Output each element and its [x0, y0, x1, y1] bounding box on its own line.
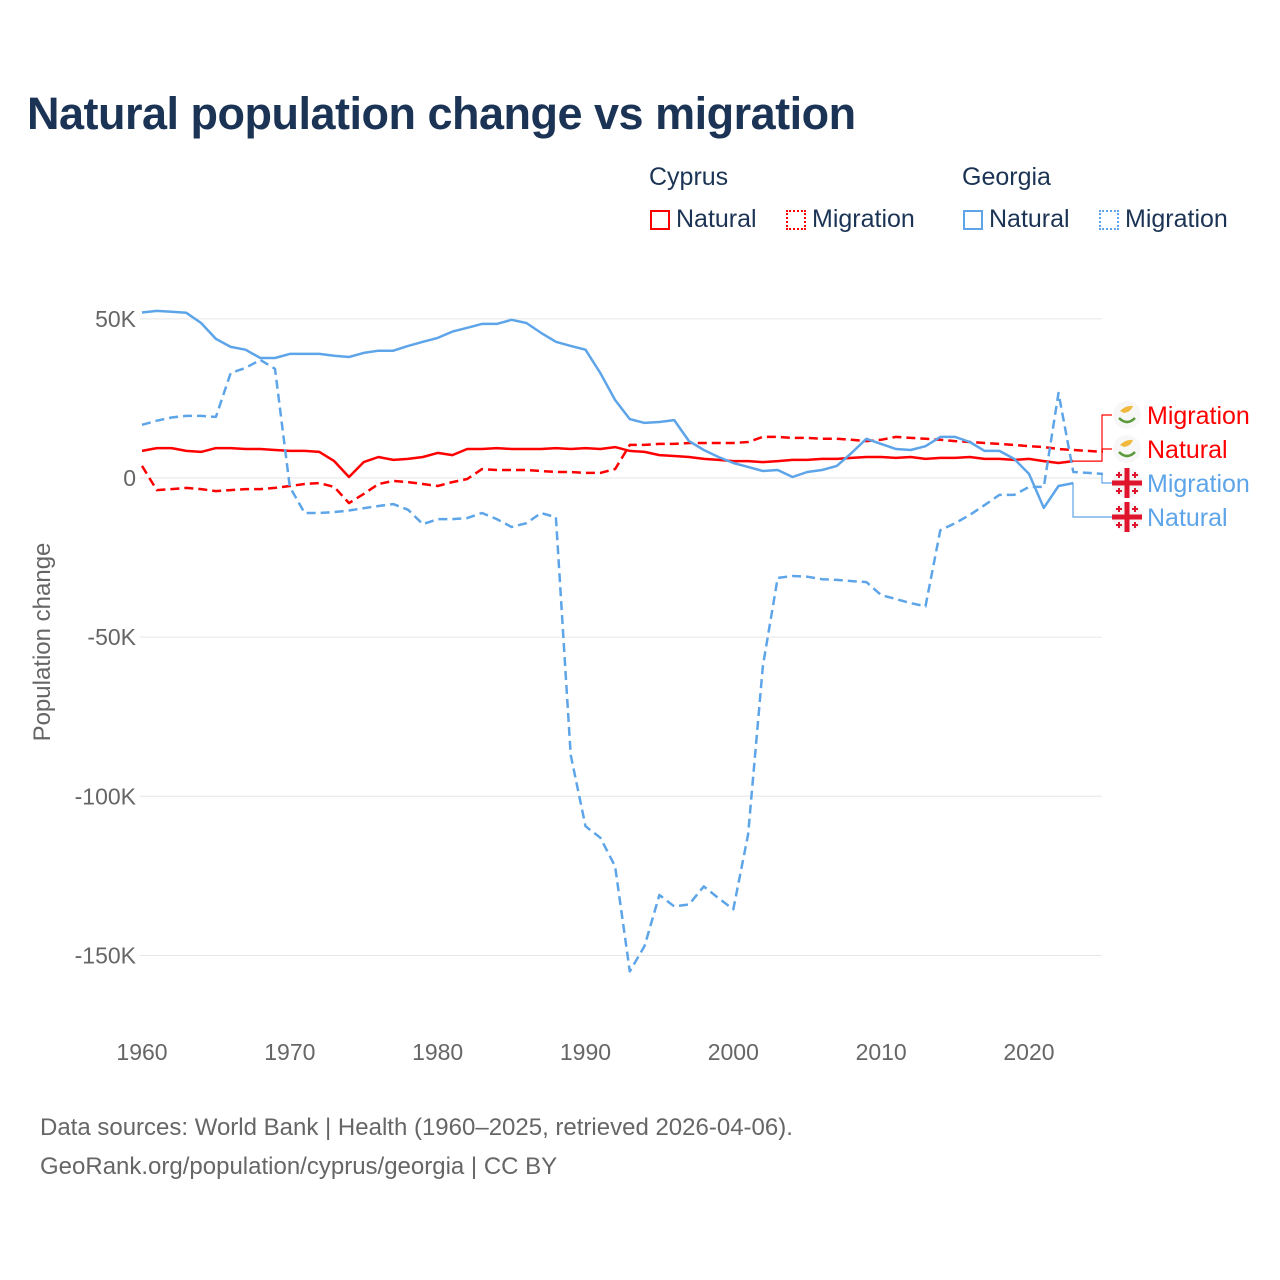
- chart-title: Natural population change vs migration: [27, 88, 856, 139]
- footer-sources: Data sources: World Bank | Health (1960–…: [40, 1114, 793, 1141]
- georgia-flag-small-cross: [1132, 472, 1138, 478]
- x-tick-label: 1990: [560, 1039, 611, 1065]
- legend-group-georgia: Georgia: [962, 163, 1051, 191]
- footer-link[interactable]: GeoRank.org/population/cyprus/georgia | …: [40, 1153, 558, 1180]
- legend-label: Natural: [676, 205, 757, 233]
- legend-label: Natural: [989, 205, 1070, 233]
- georgia-flag-small-cross: [1116, 506, 1122, 512]
- label-connector: [1073, 448, 1112, 462]
- cyprus-flag-map: [1120, 439, 1133, 447]
- x-tick-label: 2000: [708, 1039, 759, 1065]
- georgia-flag-small-cross: [1132, 522, 1138, 528]
- x-tick-label: 1980: [412, 1039, 463, 1065]
- legend-label: Migration: [812, 205, 915, 233]
- y-tick-label: -100K: [75, 783, 137, 809]
- y-tick-label: 50K: [95, 306, 137, 332]
- georgia-flag-cross: [1124, 502, 1130, 532]
- end-label-cyprus-natural: Natural: [1147, 436, 1228, 464]
- cyprus-flag-map: [1120, 405, 1133, 413]
- series-line-georgia-migration: [141, 358, 1103, 973]
- y-axis-label: Population change: [29, 543, 56, 742]
- cyprus-flag-branches: [1118, 417, 1136, 424]
- legend-cyprus-migration[interactable]: Migration: [786, 205, 915, 234]
- end-label-georgia-migration: Migration: [1147, 470, 1250, 498]
- dotted-swatch-icon: [1099, 209, 1119, 230]
- georgia-flag-small-cross: [1132, 506, 1138, 512]
- x-tick-label: 2020: [1003, 1039, 1054, 1065]
- end-label-georgia-natural: Natural: [1147, 504, 1228, 532]
- legend-cyprus-natural[interactable]: Natural: [650, 205, 757, 234]
- cyprus-flag-icon: [1113, 401, 1141, 429]
- label-connector: [1072, 482, 1112, 518]
- y-tick-label: 0: [123, 465, 136, 491]
- legend-georgia-natural[interactable]: Natural: [963, 205, 1070, 234]
- solid-swatch-icon: [963, 209, 983, 230]
- georgia-flag-small-cross: [1116, 488, 1122, 494]
- y-tick-label: -150K: [75, 942, 137, 968]
- georgia-flag-small-cross: [1132, 488, 1138, 494]
- georgia-flag-cross: [1124, 468, 1130, 498]
- series-line-cyprus-natural: [141, 445, 1074, 479]
- series-line-georgia-natural: [141, 309, 1074, 510]
- georgia-flag-small-cross: [1116, 472, 1122, 478]
- footer: Data sources: World Bank | Health (1960–…: [40, 1108, 793, 1186]
- georgia-flag-small-cross: [1116, 522, 1122, 528]
- y-tick-label: -50K: [87, 624, 136, 650]
- cyprus-flag-branches: [1118, 451, 1136, 458]
- dotted-swatch-icon: [786, 209, 806, 230]
- x-tick-label: 1970: [264, 1039, 315, 1065]
- x-tick-label: 1960: [116, 1039, 167, 1065]
- legend-group-cyprus: Cyprus: [649, 163, 729, 191]
- legend-label: Migration: [1125, 205, 1228, 233]
- solid-swatch-icon: [650, 209, 670, 230]
- series-line-cyprus-migration: [140, 435, 1103, 505]
- x-tick-label: 2010: [856, 1039, 907, 1065]
- cyprus-flag-icon: [1113, 435, 1141, 463]
- end-label-cyprus-migration: Migration: [1147, 402, 1250, 430]
- label-connector: [1101, 414, 1112, 453]
- legend-georgia-migration[interactable]: Migration: [1099, 205, 1228, 234]
- label-connector: [1101, 473, 1112, 484]
